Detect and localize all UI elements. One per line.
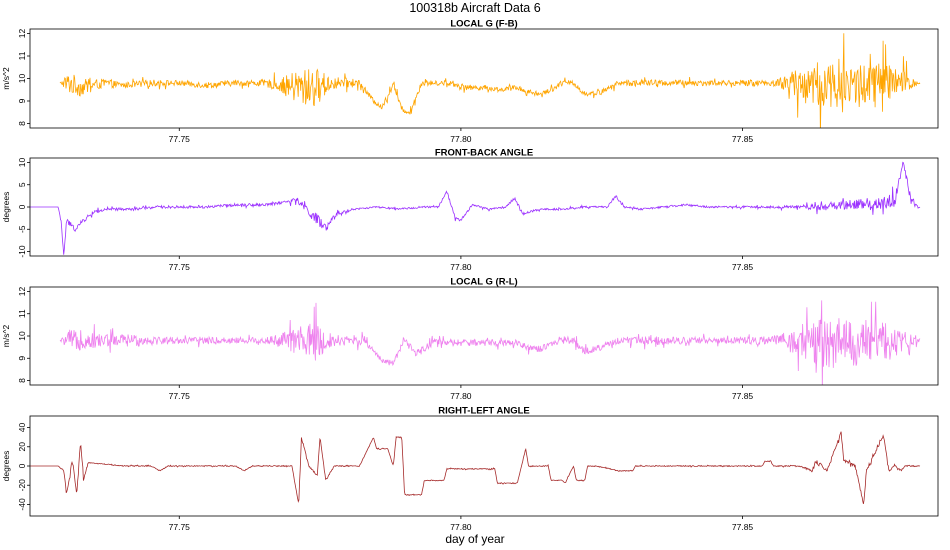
series-line xyxy=(30,431,921,504)
y-tick-label: 11 xyxy=(17,51,27,60)
y-axis-label: m/s^2 xyxy=(1,325,11,348)
x-tick-label: 77.80 xyxy=(450,262,472,272)
x-tick-label: 77.75 xyxy=(169,522,191,532)
x-tick-label: 77.80 xyxy=(450,391,472,401)
y-tick-label: 5 xyxy=(17,182,27,187)
x-tick-label: 77.85 xyxy=(732,262,754,272)
series-line xyxy=(30,161,921,255)
figure-title: 100318b Aircraft Data 6 xyxy=(409,1,540,15)
y-tick-label: 0 xyxy=(17,463,27,468)
y-tick-label: 20 xyxy=(17,442,27,452)
x-axis-label: day of year xyxy=(445,532,504,546)
x-tick-label: 77.85 xyxy=(732,522,754,532)
chart-panel: FRONT-BACK ANGLE degrees -10 -5 0 5 10 77.75 77.… xyxy=(1,148,939,272)
x-tick-label: 77.85 xyxy=(732,134,754,144)
y-tick-label: 11 xyxy=(17,309,27,318)
x-tick-label: 77.80 xyxy=(450,522,472,532)
plot-frame xyxy=(29,415,939,517)
y-tick-label: 10 xyxy=(17,331,27,341)
y-axis-label: degrees xyxy=(1,451,11,482)
series-line xyxy=(59,33,921,128)
y-axis-label: m/s^2 xyxy=(1,67,11,90)
panel-title: LOCAL G (R-L) xyxy=(450,277,517,288)
y-tick-label: -5 xyxy=(17,225,27,233)
y-tick-label: -40 xyxy=(17,498,27,511)
chart-panel: RIGHT-LEFT ANGLE degrees -40 -20 0 20 40 77.75 7… xyxy=(1,406,939,532)
y-tick-label: 10 xyxy=(17,74,27,84)
x-tick-label: 77.75 xyxy=(169,134,191,144)
y-tick-label: 9 xyxy=(17,98,27,103)
y-tick-label: 8 xyxy=(17,378,27,383)
x-tick-label: 77.80 xyxy=(450,134,472,144)
x-tick-label: 77.75 xyxy=(169,391,191,401)
panel-title: FRONT-BACK ANGLE xyxy=(435,148,533,159)
y-tick-label: 8 xyxy=(17,121,27,126)
y-axis-label: degrees xyxy=(1,192,11,223)
y-tick-label: -20 xyxy=(17,479,27,492)
panel-title: RIGHT-LEFT ANGLE xyxy=(438,406,529,417)
panel-title: LOCAL G (F-B) xyxy=(450,19,517,30)
x-tick-label: 77.75 xyxy=(169,262,191,272)
plot-frame xyxy=(29,28,939,129)
y-tick-label: 0 xyxy=(17,204,27,209)
chart-panel: LOCAL G (F-B) m/s^2 8 9 10 11 12 77.75 77.80 77.8… xyxy=(1,19,939,144)
x-tick-label: 77.85 xyxy=(732,391,754,401)
y-tick-label: 40 xyxy=(17,423,27,433)
y-tick-label: 10 xyxy=(17,157,27,167)
y-tick-label: -10 xyxy=(17,245,27,258)
y-tick-label: 9 xyxy=(17,356,27,361)
y-tick-label: 12 xyxy=(17,29,27,39)
series-line xyxy=(59,300,921,385)
y-tick-label: 12 xyxy=(17,286,27,296)
chart-panel: LOCAL G (R-L) m/s^2 8 9 10 11 12 77.75 77.80 77.8… xyxy=(1,277,939,401)
